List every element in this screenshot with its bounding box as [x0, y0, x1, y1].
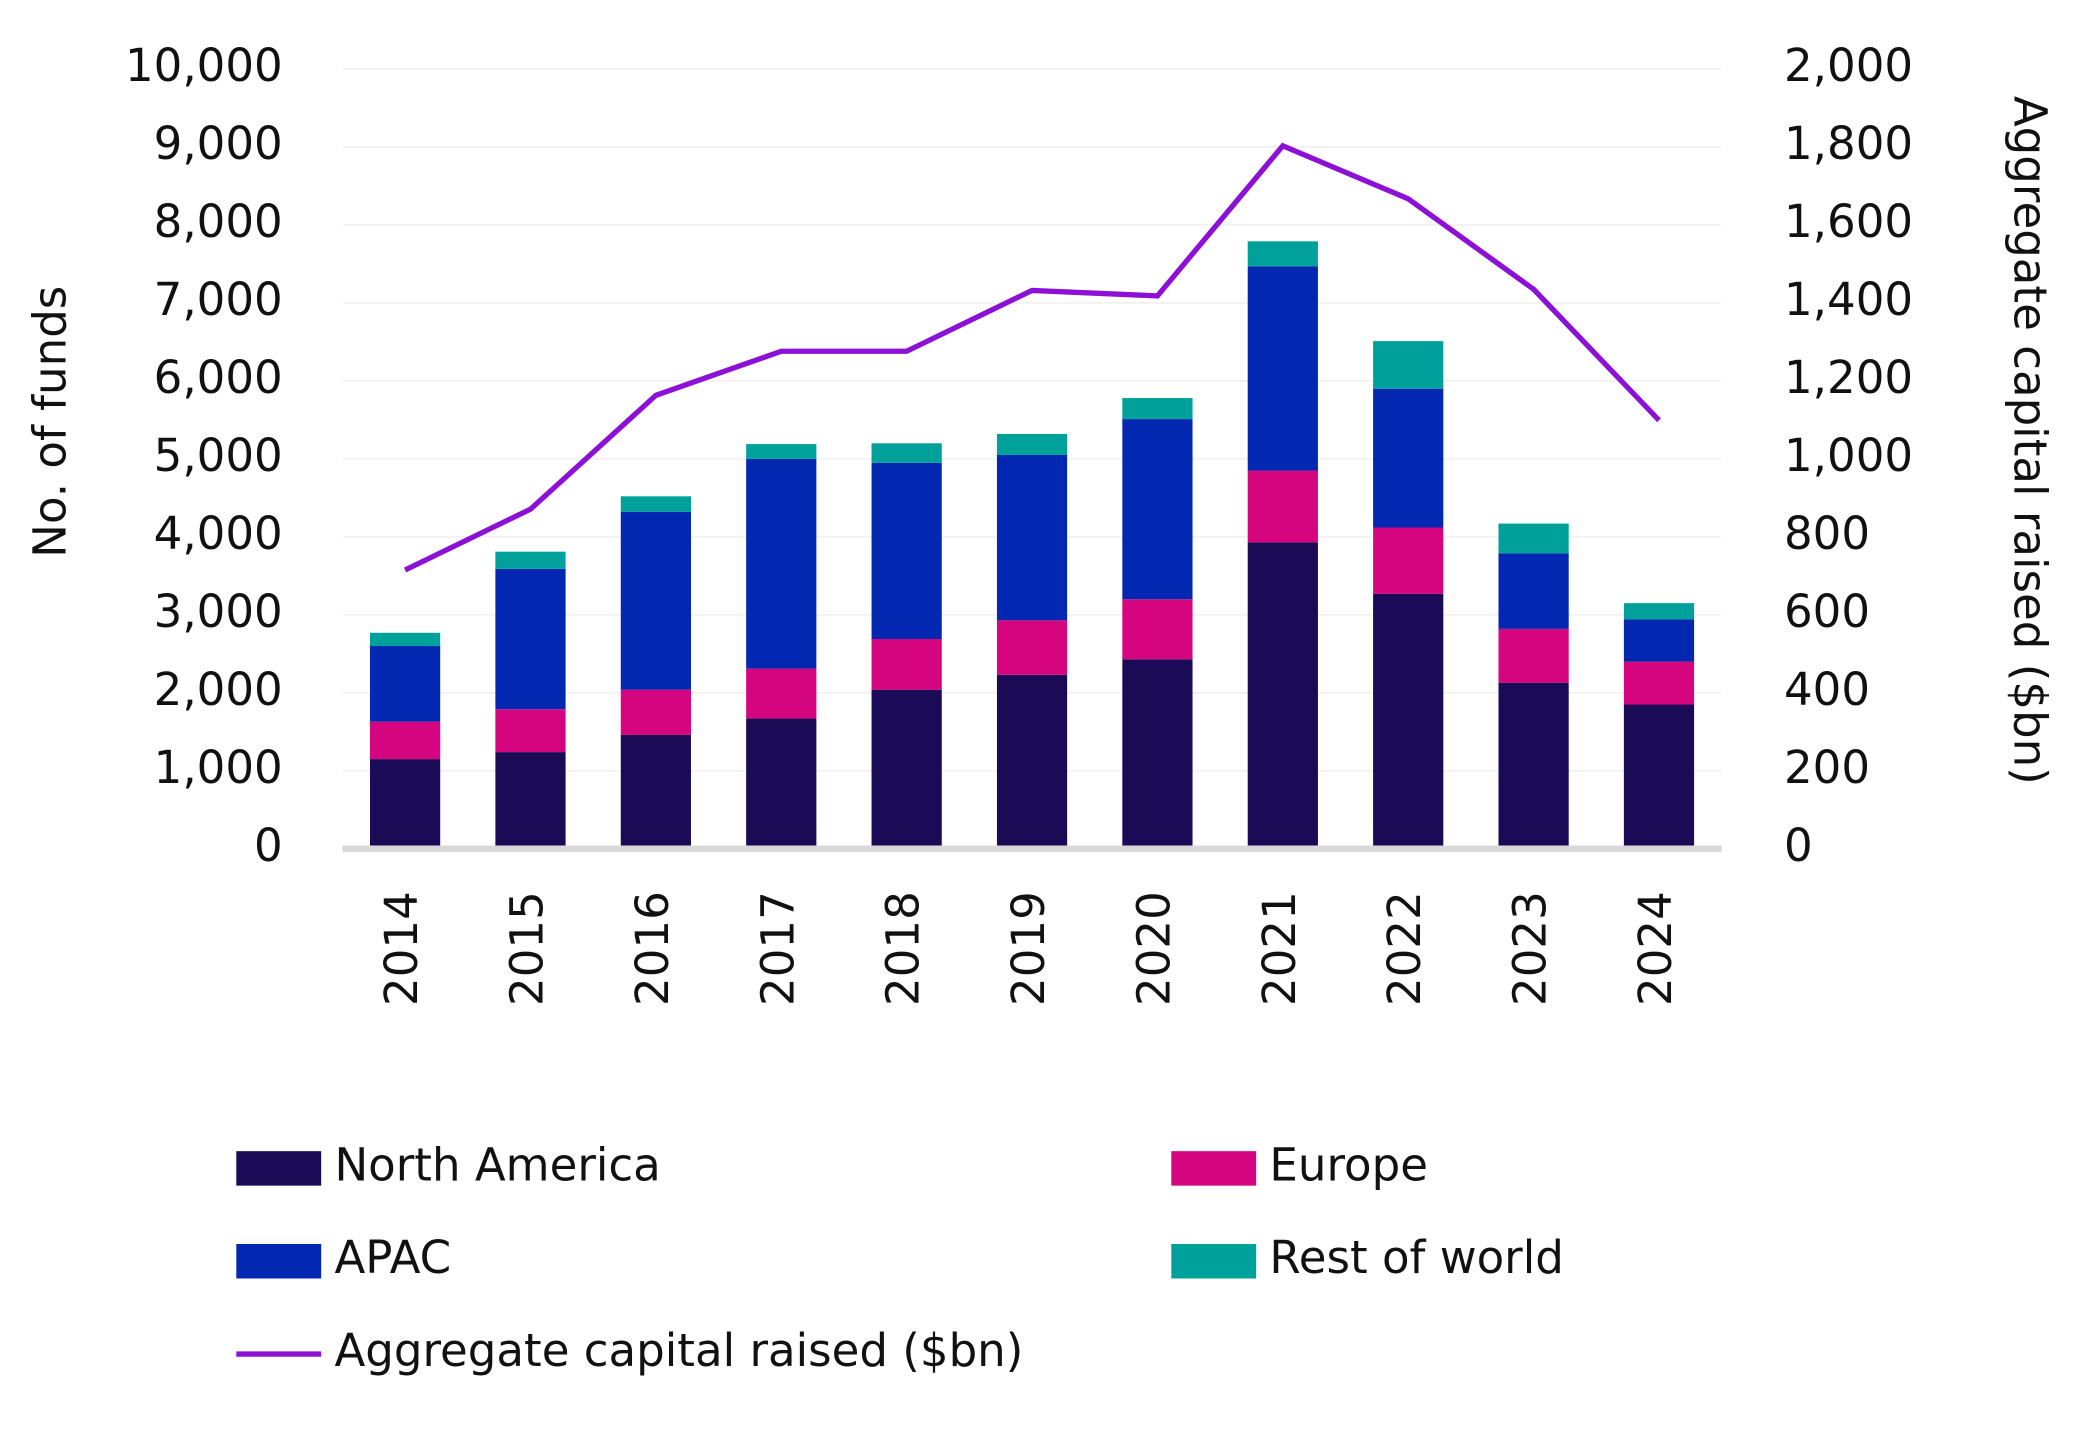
y2-tick-label: 200	[1784, 741, 1870, 794]
y-tick-label: 9,000	[154, 117, 283, 170]
bar-segment	[746, 718, 817, 849]
bar-segment	[369, 759, 441, 849]
x-tick-label: 2016	[626, 891, 679, 1006]
legend-swatch	[1171, 1244, 1257, 1279]
legend-label: Europe	[1269, 1138, 1428, 1191]
bar-segment	[871, 443, 942, 463]
bar-segment	[1122, 599, 1193, 660]
bar-segment	[996, 674, 1068, 849]
y2-tick-label: 1,400	[1784, 273, 1913, 326]
bar-segment	[1498, 523, 1569, 554]
bar-segment	[746, 458, 817, 669]
y-tick-label: 3,000	[154, 585, 283, 638]
bar-segment	[996, 433, 1068, 455]
bar-segment	[996, 454, 1068, 621]
bar-segment	[495, 709, 566, 753]
x-tick-label: 2021	[1253, 891, 1306, 1006]
x-tick-label: 2017	[751, 891, 804, 1006]
line	[403, 142, 1661, 573]
y-tick-label: 1,000	[154, 741, 283, 794]
bar-segment	[746, 444, 817, 459]
bar-segment	[369, 646, 441, 722]
bar-segment	[369, 721, 441, 760]
x-tick-label: 2014	[375, 891, 428, 1006]
legend-label: North America	[334, 1138, 660, 1191]
bar-segment	[495, 551, 566, 569]
y2-tick-label: 1,000	[1784, 429, 1913, 482]
x-tick-label: 2023	[1504, 891, 1557, 1006]
y-axis-title: No. of funds	[23, 286, 76, 558]
y-tick-label: 10,000	[125, 39, 283, 92]
bar-segment	[1498, 682, 1569, 849]
bar-segment	[620, 496, 691, 512]
x-tick-label: 2022	[1378, 891, 1431, 1006]
y-tick-label: 0	[254, 819, 283, 872]
y2-tick-label: 2,000	[1784, 39, 1913, 92]
bar-segment	[1247, 241, 1318, 267]
bar-segment	[1122, 659, 1193, 849]
bar-segment	[1498, 628, 1569, 683]
legend-swatch	[236, 1244, 322, 1279]
x-tick-label: 2018	[877, 891, 930, 1006]
bar-segment	[1373, 341, 1444, 389]
x-tick-label: 2024	[1629, 891, 1682, 1006]
y-tick-label: 7,000	[154, 273, 283, 326]
bar-segment	[620, 689, 691, 735]
bar-segment	[1623, 661, 1695, 705]
bar-segment	[871, 462, 942, 640]
bar-segment	[1247, 266, 1318, 471]
y2-tick-label: 600	[1784, 585, 1870, 638]
bar-segment	[871, 639, 942, 690]
x-tick-label: 2020	[1127, 891, 1180, 1006]
y2-tick-label: 1,600	[1784, 195, 1913, 248]
x-tick-label: 2019	[1002, 891, 1055, 1006]
bar-segment	[1373, 527, 1444, 594]
bar-segment	[871, 689, 942, 849]
y2-tick-label: 400	[1784, 663, 1870, 716]
bar-segment	[495, 752, 566, 849]
bar-segment	[1623, 619, 1695, 662]
bar-segment	[1247, 542, 1318, 849]
bar-segment	[1498, 553, 1569, 629]
bar-segment	[1122, 398, 1193, 420]
bar-segment	[495, 568, 566, 710]
y-tick-label: 2,000	[154, 663, 283, 716]
y2-tick-label: 1,800	[1784, 117, 1913, 170]
bar-segment	[1373, 593, 1444, 849]
y2-axis-title: Aggregate capital raised ($bn)	[2004, 96, 2057, 785]
y2-tick-label: 1,200	[1784, 351, 1913, 404]
y-tick-label: 6,000	[154, 351, 283, 404]
bar-segment	[620, 511, 691, 690]
bar-segment	[1623, 704, 1695, 849]
bar-segment	[369, 632, 441, 647]
legend-label: Aggregate capital raised ($bn)	[334, 1324, 1023, 1377]
y2-tick-label: 800	[1784, 507, 1870, 560]
bar-segment	[996, 620, 1068, 675]
legend-swatch	[1171, 1151, 1257, 1186]
x-tick-label: 2015	[500, 891, 553, 1006]
bar-segment	[1373, 388, 1444, 528]
y-tick-label: 5,000	[154, 429, 283, 482]
bar-segment	[620, 734, 691, 849]
y-tick-label: 4,000	[154, 507, 283, 560]
bar-segment	[1122, 419, 1193, 600]
bar-segment	[1247, 470, 1318, 543]
legend-swatch	[236, 1151, 322, 1186]
legend-label: APAC	[334, 1231, 451, 1284]
bar-segment	[746, 668, 817, 719]
bar-segment	[1623, 603, 1695, 620]
legend-label: Rest of world	[1269, 1231, 1563, 1284]
y-tick-label: 8,000	[154, 195, 283, 248]
y2-tick-label: 0	[1784, 819, 1813, 872]
